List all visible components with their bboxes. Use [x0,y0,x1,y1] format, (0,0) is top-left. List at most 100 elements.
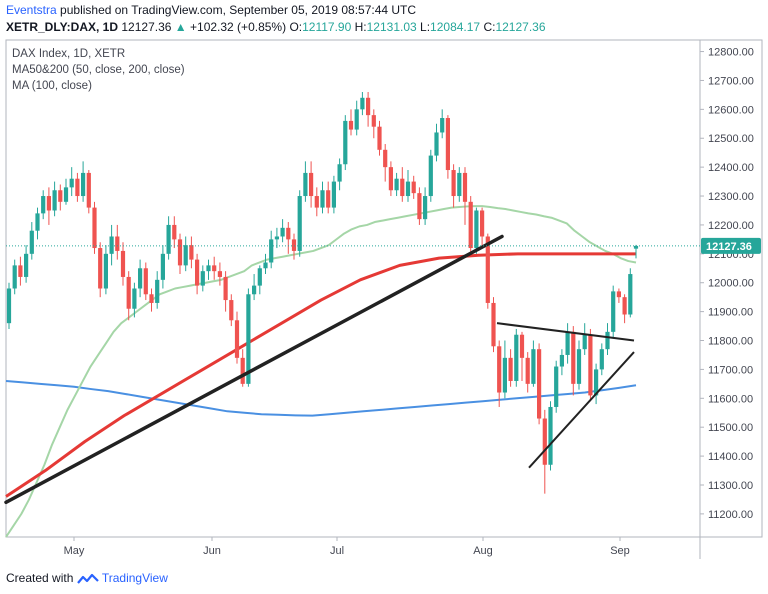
candle-body [200,271,205,286]
candle-body [497,346,502,393]
y-tick-label: 11700.00 [708,364,753,376]
triangle-up-icon: ▲ [174,20,187,34]
candle-body [537,349,542,419]
candle-body [611,291,616,332]
candle-body [417,193,422,220]
candle-body [269,239,274,263]
footer: Created with TradingView [0,566,768,594]
candle-body [314,196,319,208]
published-text: published on TradingView.com, September … [60,3,417,17]
plot-area[interactable] [5,39,763,538]
candle-body [12,265,17,289]
candle-body [160,253,165,280]
open-label: O: [289,20,303,34]
candle-body [371,115,376,127]
high-value: 12131.03 [366,20,417,34]
candle-body [126,276,131,309]
candle-body [263,262,268,269]
candle-body [616,291,621,298]
y-tick-label: 12800.00 [708,47,754,59]
candle-body [120,250,126,277]
candle-body [257,268,262,286]
candle-body [531,349,536,384]
candle-body [92,207,97,249]
candle-body [337,164,342,182]
candle-body [229,300,234,321]
candle-body [428,155,433,197]
candle-body [234,320,240,358]
candle-body [434,132,439,156]
change-value: +102.32 (+0.85%) [190,20,287,34]
candle-body [468,201,473,249]
x-tick-label: Aug [473,545,493,557]
y-tick-label: 12400.00 [708,162,754,174]
candle-body [223,276,228,301]
tradingview-logo-icon[interactable] [76,573,99,585]
ma100-line [5,379,637,417]
created-with-text: Created with [6,571,74,585]
candle-body [343,120,348,165]
trendline-triangle-bottom [528,351,635,469]
publish-header: Eventstra published on TradingView.com, … [0,0,768,40]
candle-body [115,236,120,251]
candle-body [571,331,576,384]
candle-body [291,239,297,251]
y-tick-label: 11600.00 [708,393,753,405]
close-label: C: [483,20,496,34]
candle-body [457,172,462,197]
candle-body [405,181,411,197]
candle-body [206,265,211,272]
candle-body [320,190,325,208]
y-tick-label: 11400.00 [708,451,753,463]
candle-body [514,334,519,381]
open-value: 12117.90 [302,20,352,34]
ma50-line [5,205,637,538]
candle-body [440,118,445,133]
candle-body [246,294,251,384]
candle-body [388,167,393,191]
candle-body [360,97,365,110]
tradingview-brand-link[interactable]: TradingView [101,571,168,585]
candle-body [58,190,63,202]
candle-body [18,265,23,277]
candle-body [29,230,34,254]
candle-body [400,178,405,197]
candle-body [286,227,291,240]
candle-body [138,268,143,289]
last-price-tag: 12127.36 [701,237,761,254]
candle-body [132,288,137,309]
candle-body [212,265,217,272]
candle-body [86,172,91,208]
candle-body [411,181,416,194]
candle-body [172,224,177,240]
candle-body [525,357,530,384]
candle-body [81,172,86,197]
candle-body [326,190,331,208]
candle-body [35,213,40,231]
candle-body [628,274,633,315]
candle-body [46,196,51,211]
candle-body [565,331,570,355]
ma200-line [5,252,636,498]
candle-body [280,227,285,237]
candle-body [143,268,148,295]
y-tick-label: 11500.00 [708,422,753,434]
candle-body [75,178,80,197]
author-link[interactable]: Eventstra [6,3,57,17]
y-tick-label: 12600.00 [708,104,754,116]
candle-body [183,245,188,266]
candle-body [508,357,513,381]
candle-body [63,187,69,202]
y-tick-label: 11900.00 [708,307,753,319]
candle-body [582,334,587,350]
x-tick-label: Jul [330,545,344,557]
candle-body [52,190,57,211]
candle-body [576,349,582,384]
y-tick-label: 12700.00 [708,75,754,87]
candle-body [480,210,485,237]
publish-line: Eventstra published on TradingView.com, … [6,3,416,17]
candle-body [297,196,302,251]
candle-body [252,285,257,295]
chart-legend: DAX Index, 1D, XETR MA50&200 (50, close,… [12,48,185,92]
